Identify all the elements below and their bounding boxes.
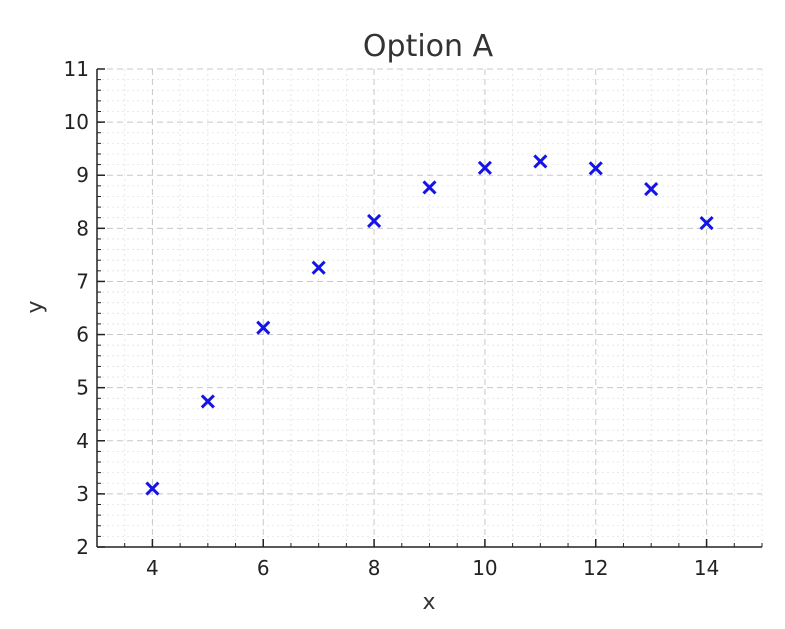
marker-stroke	[533, 154, 548, 169]
data-points	[145, 154, 714, 496]
y-tick-label: 4	[76, 429, 89, 453]
x-tick-label: 8	[368, 556, 381, 580]
marker-stroke	[588, 161, 603, 176]
x-tick-label: 12	[583, 556, 608, 580]
data-point	[644, 181, 659, 197]
y-axis-label: y	[23, 300, 48, 313]
x-tick-label: 10	[472, 556, 497, 580]
x-tick-label: 6	[257, 556, 270, 580]
marker-stroke	[422, 180, 437, 195]
marker-stroke	[477, 160, 492, 175]
data-point	[533, 154, 548, 169]
data-point	[588, 161, 603, 176]
marker-stroke	[644, 181, 659, 197]
data-point	[699, 215, 714, 231]
x-axis-label: x	[422, 590, 435, 615]
data-point	[200, 394, 215, 409]
y-tick-label: 8	[76, 216, 89, 240]
y-tick-label: 2	[76, 535, 89, 559]
minor-grid	[96, 69, 763, 547]
marker-stroke	[311, 260, 326, 275]
marker-stroke	[367, 213, 382, 228]
data-point	[311, 260, 326, 275]
data-point	[477, 160, 492, 175]
marker-stroke	[256, 320, 271, 335]
x-tick-label: 14	[694, 556, 719, 580]
data-point	[422, 180, 437, 195]
marker-stroke	[145, 481, 160, 496]
chart-title: Option A	[363, 29, 494, 64]
x-tick-label: 4	[146, 556, 159, 580]
y-tick-label: 3	[76, 482, 89, 506]
y-tick-label: 5	[76, 376, 89, 400]
y-tick-label: 7	[76, 269, 89, 293]
marker-stroke	[699, 215, 714, 231]
y-tick-label: 9	[76, 163, 89, 187]
y-tick-label: 10	[64, 110, 89, 134]
data-point	[145, 481, 160, 496]
tick-labels: 4 6 8 10 12 14 2 3 4 5 6 7 8 9 10 11	[64, 57, 720, 580]
y-tick-label: 11	[64, 57, 89, 81]
ticks	[96, 68, 763, 548]
data-point	[256, 320, 271, 335]
y-tick-label: 6	[76, 323, 89, 347]
marker-stroke	[200, 394, 215, 409]
data-point	[367, 213, 382, 228]
